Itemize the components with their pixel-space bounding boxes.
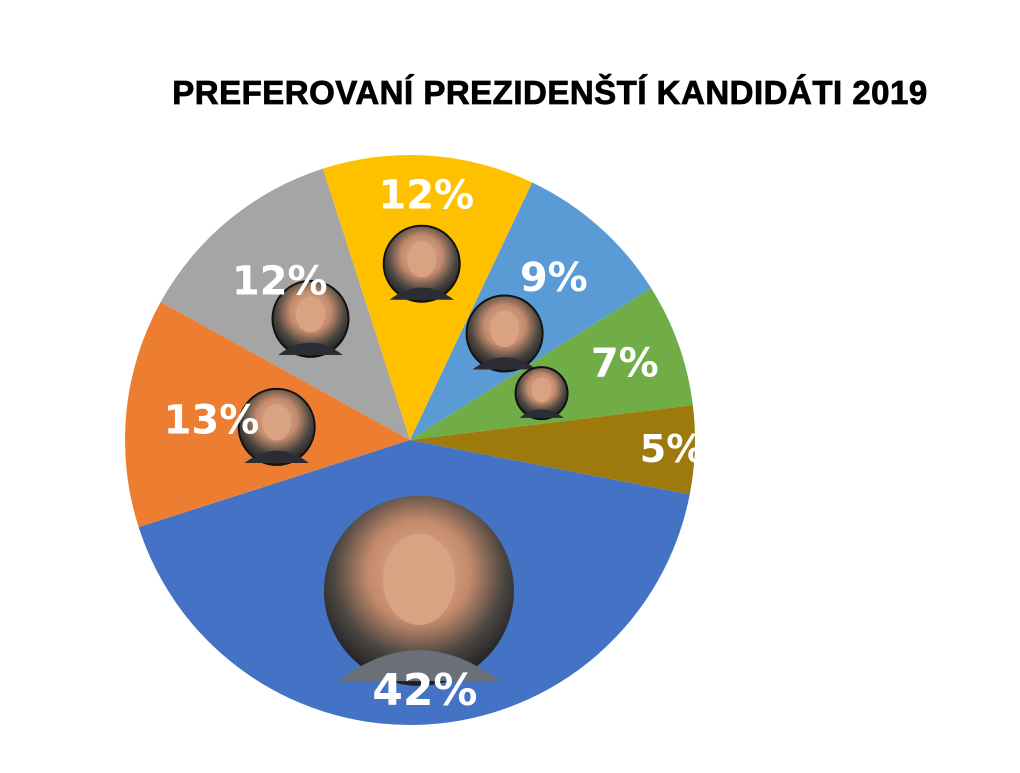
chart-title: PREFEROVANÍ PREZIDENŠTÍ KANDIDÁTI 2019 [172,74,928,112]
slice-label: 5% [640,427,705,471]
slice-label: 13% [164,398,260,444]
portrait-photo-13 [237,387,316,466]
portrait-photo-12-yellow [382,224,461,303]
pie-slice [410,405,696,495]
slice-label: 9% [520,255,588,301]
pie-slice [410,288,693,440]
slice-label: 12% [378,172,474,218]
portrait-photo-9 [465,294,544,373]
slice-label: 12% [232,258,328,304]
portrait-photo-12-grey [271,279,350,358]
slice-label: 42% [372,665,477,716]
portrait-photo-42 [323,495,514,686]
slice-label: 7% [591,341,659,387]
portrait-photo-7 [514,366,569,421]
